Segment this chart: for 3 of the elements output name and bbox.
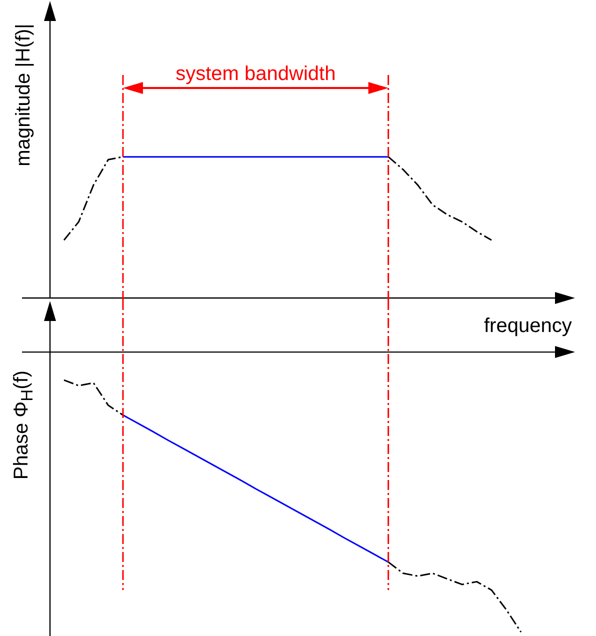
- x-axis-title: frequency: [484, 315, 572, 338]
- y-axis-title: magnitude |H(f)|: [12, 24, 36, 166]
- text: system bandwidth: [176, 63, 336, 85]
